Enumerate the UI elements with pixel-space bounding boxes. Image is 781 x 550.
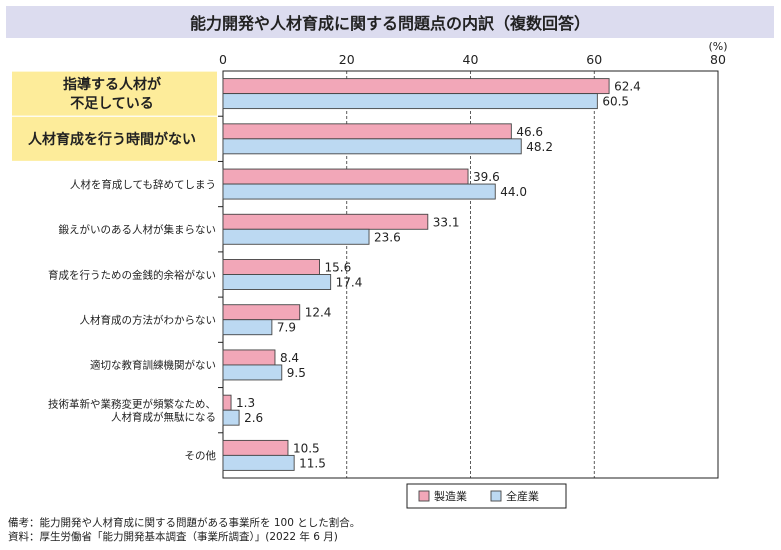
bar-manufacturing: [222, 439, 289, 456]
bar-value-label: 8.4: [280, 351, 299, 365]
x-tick-label: 60: [586, 52, 602, 67]
bar-value-label: 11.5: [299, 456, 326, 470]
bar-manufacturing: [222, 78, 610, 95]
bar-value-label: 60.5: [602, 95, 629, 109]
category-label: 人材育成を行う時間がない: [28, 131, 196, 148]
x-tick-label: 40: [463, 52, 479, 67]
bar-value-label: 7.9: [277, 321, 296, 335]
bar-value-label: 48.2: [526, 140, 553, 154]
bar-manufacturing: [222, 304, 301, 321]
category-label: 育成を行うための金銭的余裕がない: [48, 268, 216, 281]
category-label: 人材育成の方法がわからない: [80, 314, 217, 327]
bar-value-label: 44.0: [500, 185, 527, 199]
bar-all-industries: [222, 228, 370, 245]
legend-label: 製造業: [434, 489, 467, 503]
bar-all-industries: [222, 183, 496, 200]
category-label: 人材育成が無駄になる: [111, 410, 216, 423]
bar-value-label: 17.4: [336, 276, 363, 290]
bar-all-industries: [222, 409, 240, 426]
bar-value-label: 1.3: [236, 396, 255, 410]
unit-label: (%): [708, 40, 727, 53]
bar-manufacturing: [222, 349, 276, 366]
category-highlight: [12, 116, 217, 161]
legend-box: [406, 483, 567, 509]
category-label: 技術革新や業務変更が頻繁なため、: [48, 397, 216, 410]
bar-all-industries: [222, 364, 283, 381]
bar-manufacturing: [222, 213, 429, 230]
bar-value-label: 12.4: [305, 306, 332, 320]
bar-all-industries: [222, 454, 295, 471]
chart-title-bar: 能力開発や人材育成に関する問題点の内訳（複数回答）: [6, 6, 774, 38]
category-label: 人材を育成しても辞めてしまう: [70, 178, 216, 191]
legend-swatch: [490, 490, 502, 502]
bar-value-label: 9.5: [287, 366, 306, 380]
x-tick-label: 20: [339, 52, 355, 67]
bar-all-industries: [222, 319, 273, 336]
bar-value-label: 10.5: [293, 441, 320, 455]
note-source: 資料：厚生労働省「能力開発基本調査（事業所調査）」(2022 年 6 月): [8, 531, 338, 543]
chart-title: 能力開発や人材育成に関する問題点の内訳（複数回答）: [189, 14, 590, 33]
bar-all-industries: [222, 93, 598, 110]
category-label: 鍛えがいのある人材が集まらない: [59, 223, 217, 236]
category-label: その他: [185, 449, 217, 462]
bar-manufacturing: [222, 168, 469, 185]
note-remark: 備考：能力開発や人材育成に関する問題がある事業所を 100 とした割合。: [8, 517, 361, 529]
x-tick-label: 80: [710, 52, 726, 67]
legend-swatch: [418, 490, 430, 502]
bar-manufacturing: [222, 123, 512, 140]
legend-label: 全産業: [506, 489, 539, 503]
bar-value-label: 39.6: [473, 170, 500, 184]
category-label: 指導する人材が: [63, 76, 162, 93]
category-label: 適切な教育訓練機関がない: [90, 359, 216, 372]
x-tick-label: 0: [219, 52, 227, 67]
bar-value-label: 62.4: [614, 80, 641, 94]
bar-value-label: 46.6: [516, 125, 543, 139]
bar-manufacturing: [222, 394, 232, 411]
notes: 備考：能力開発や人材育成に関する問題がある事業所を 100 とした割合。 資料：…: [8, 516, 360, 544]
bar-manufacturing: [222, 259, 320, 275]
bar-value-label: 33.1: [433, 215, 460, 229]
bar-value-label: 2.6: [244, 411, 263, 425]
category-highlight: [12, 71, 217, 116]
bar-value-label: 15.6: [325, 261, 352, 275]
bar-all-industries: [222, 274, 332, 290]
category-label: 不足している: [70, 96, 154, 112]
bar-all-industries: [222, 138, 522, 155]
bar-value-label: 23.6: [374, 230, 401, 244]
